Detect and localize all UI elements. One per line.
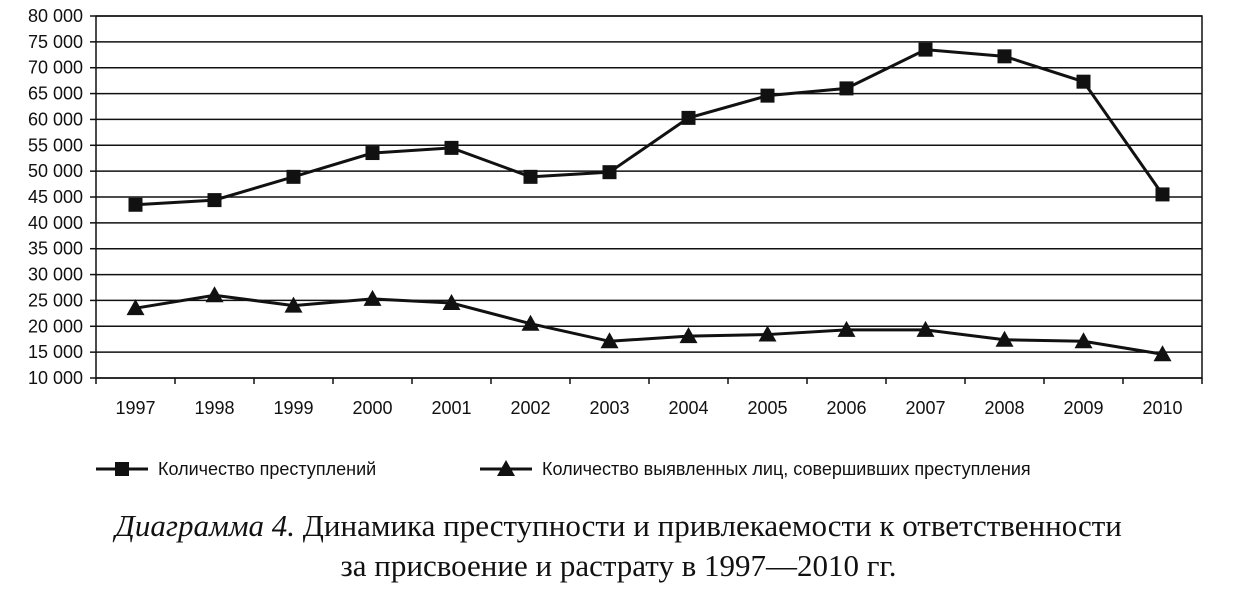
triangle-marker [679,327,698,344]
y-tick-label: 15 000 [28,342,83,362]
figure-caption: Диаграмма 4. Динамика преступности и при… [0,506,1237,586]
x-tick-label: 2002 [510,398,550,418]
square-marker [1155,187,1170,202]
y-axis: 10 000 15 000 20 000 25 000 30 000 35 000 40 0… [28,6,96,388]
caption-label: Диаграмма 4. [115,508,296,543]
triangle-marker [995,330,1014,347]
x-tick-label: 2010 [1142,398,1182,418]
square-marker [681,110,696,125]
grid-lines [95,15,1203,379]
x-axis: 1997 1998 1999 2000 2001 2002 2003 2004 2005 2006… [95,378,1203,418]
triangle-marker [126,299,145,316]
square-marker [997,49,1012,64]
y-tick-label: 30 000 [28,265,83,285]
x-tick-label: 1998 [194,398,234,418]
square-marker [760,88,775,103]
caption-line1: Динамика преступности и привлекаемости к… [295,508,1122,543]
y-tick-label: 40 000 [28,213,83,233]
series-line-1 [135,48,1164,207]
y-tick-label: 80 000 [28,6,83,26]
triangle-marker [205,286,224,303]
y-tick-label: 45 000 [28,187,83,207]
square-marker [918,42,933,57]
triangle-marker [758,325,777,342]
x-tick-label: 2009 [1063,398,1103,418]
square-marker [207,193,222,208]
square-marker [523,169,538,184]
square-marker [286,169,301,184]
square-marker [128,197,143,212]
series-line-2 [135,293,1163,356]
triangle-marker [600,332,619,349]
legend-label-2: Количество выявленных лиц, совершивших п… [542,459,1031,479]
chart: 10 000 15 000 20 000 25 000 30 000 35 000 40 0… [28,6,1203,479]
triangle-marker [363,289,382,306]
legend-label-1: Количество преступлений [158,459,376,479]
caption-line2: за присвоение и растрату в 1997—2010 гг. [340,548,897,583]
square-marker [1076,74,1091,89]
x-tick-label: 2005 [747,398,787,418]
y-tick-label: 70 000 [28,58,83,78]
legend: Количество преступлений Количество выявле… [96,459,1031,479]
square-marker [365,146,380,161]
y-tick-label: 55 000 [28,135,83,155]
square-marker [444,140,459,155]
y-tick-label: 65 000 [28,84,83,104]
y-tick-label: 20 000 [28,316,83,336]
triangle-marker [497,460,515,476]
x-tick-label: 2000 [352,398,392,418]
square-marker [839,81,854,96]
triangle-marker [442,294,461,311]
x-tick-label: 1999 [273,398,313,418]
x-tick-label: 1997 [115,398,155,418]
y-tick-label: 10 000 [28,368,83,388]
y-tick-label: 60 000 [28,109,83,129]
triangle-marker [284,296,303,313]
x-tick-label: 2003 [589,398,629,418]
x-tick-label: 2004 [668,398,708,418]
triangle-marker [1074,332,1093,349]
triangle-marker [837,320,856,337]
x-tick-label: 2007 [905,398,945,418]
square-marker [602,165,617,180]
x-tick-label: 2008 [984,398,1024,418]
y-tick-label: 25 000 [28,290,83,310]
square-marker [115,462,129,476]
y-tick-label: 75 000 [28,32,83,52]
y-tick-label: 50 000 [28,161,83,181]
triangle-marker [1153,345,1172,362]
triangle-marker [521,314,540,331]
x-tick-label: 2001 [431,398,471,418]
series-lines [126,42,1172,362]
x-tick-label: 2006 [826,398,866,418]
y-tick-label: 35 000 [28,239,83,259]
triangle-marker [916,320,935,337]
